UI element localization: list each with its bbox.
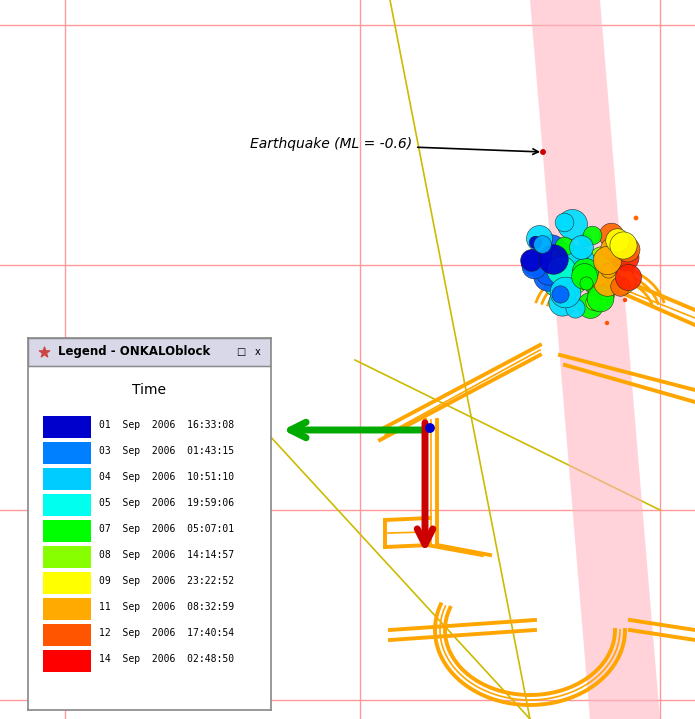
- Point: [580, 234, 591, 246]
- Point: [558, 240, 569, 252]
- Point: [596, 255, 607, 267]
- Point: [569, 252, 580, 264]
- Point: [600, 252, 611, 264]
- Point: [622, 243, 633, 255]
- Point: [559, 286, 570, 298]
- Point: [575, 257, 586, 268]
- Point: [557, 257, 569, 269]
- Point: [612, 249, 623, 260]
- Point: [595, 287, 606, 298]
- Point: [558, 216, 569, 228]
- Point: [620, 251, 631, 262]
- Point: [534, 232, 545, 244]
- Point: [537, 239, 548, 250]
- Point: [587, 230, 598, 242]
- Point: [564, 284, 575, 296]
- Point: [559, 290, 570, 301]
- Point: [547, 253, 558, 265]
- Point: [614, 280, 626, 292]
- Point: [584, 299, 595, 311]
- Point: [591, 265, 603, 277]
- Point: [563, 267, 574, 279]
- Point: [605, 229, 616, 241]
- Point: [630, 212, 641, 224]
- Point: [603, 265, 614, 276]
- Point: [601, 255, 612, 266]
- Point: [576, 242, 587, 253]
- Point: [578, 270, 589, 282]
- Point: [621, 265, 632, 276]
- Point: [529, 256, 540, 267]
- Point: [569, 302, 580, 313]
- Point: [601, 317, 612, 329]
- Point: [612, 234, 623, 246]
- Point: [616, 275, 628, 286]
- Point: [580, 278, 591, 289]
- Point: [555, 265, 566, 276]
- Point: [580, 265, 591, 276]
- Point: [618, 239, 629, 251]
- Point: [529, 236, 540, 247]
- Point: [525, 255, 536, 266]
- Point: [543, 270, 554, 282]
- Point: [548, 279, 559, 290]
- Point: [556, 296, 567, 308]
- Polygon shape: [530, 0, 660, 719]
- Point: [425, 422, 436, 434]
- Point: [619, 294, 630, 306]
- Point: [529, 260, 540, 272]
- Point: [537, 146, 548, 157]
- Point: [600, 287, 612, 298]
- Point: [554, 288, 565, 300]
- Point: [560, 252, 571, 263]
- Point: [543, 266, 554, 278]
- Point: [595, 293, 606, 304]
- Point: [605, 242, 616, 253]
- Point: [622, 271, 633, 283]
- Point: [602, 276, 613, 288]
- Point: [591, 294, 603, 306]
- Point: [587, 296, 598, 307]
- Point: [567, 219, 578, 230]
- Point: [609, 268, 620, 280]
- Point: [591, 293, 603, 305]
- Text: Earthquake (ML = -0.6): Earthquake (ML = -0.6): [250, 137, 539, 155]
- Point: [589, 279, 600, 290]
- Point: [568, 274, 579, 285]
- Point: [546, 244, 557, 255]
- Point: [557, 249, 569, 261]
